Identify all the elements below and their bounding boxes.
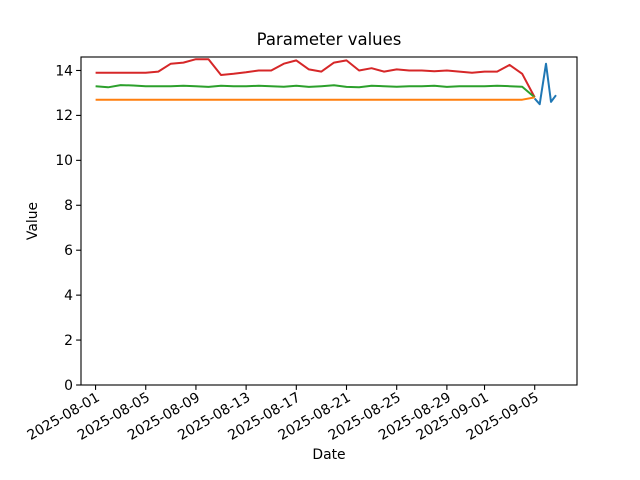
plot-area [80, 56, 578, 386]
y-tick-label: 8 [64, 198, 73, 214]
y-tick-label: 2 [64, 333, 73, 349]
y-tick-label: 12 [55, 108, 73, 124]
x-axis-label: Date [312, 447, 345, 463]
orange-series-line [95, 96, 535, 101]
series-lines [95, 58, 557, 106]
y-axis-label: Value [25, 202, 41, 240]
y-tick-label: 4 [64, 288, 73, 304]
y-tick-label: 10 [55, 153, 73, 169]
green-series-line [95, 84, 536, 99]
x-axis-ticks: 2025-08-012025-08-052025-08-092025-08-13… [25, 385, 542, 444]
y-tick-label: 6 [64, 243, 73, 259]
y-axis-ticks: 0 2 4 6 8 10 12 14 [55, 63, 81, 394]
y-tick-label: 0 [64, 378, 73, 394]
chart-title: Parameter values [257, 30, 402, 49]
blue-series-line [533, 62, 557, 106]
red-series-line [95, 58, 536, 98]
y-tick-label: 14 [55, 63, 73, 79]
